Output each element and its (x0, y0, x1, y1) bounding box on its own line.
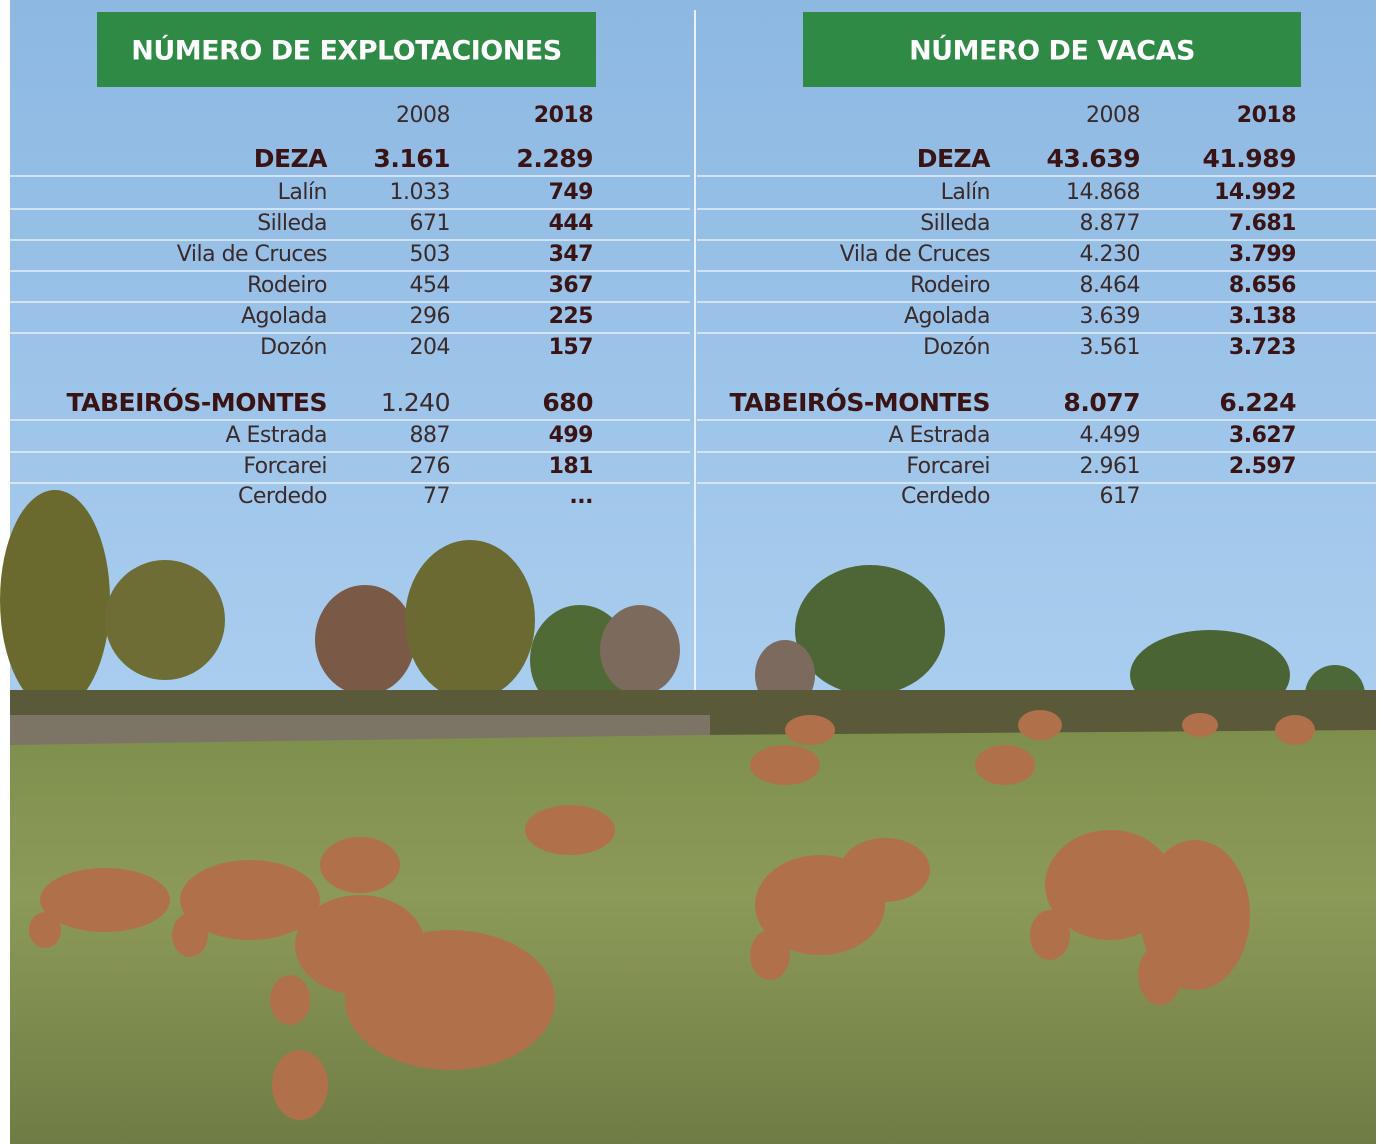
row-label: Cerdedo (901, 484, 990, 509)
cell-value: 3.799 (1229, 242, 1296, 267)
cell-value: 3.561 (1080, 335, 1140, 360)
row-label: A Estrada (225, 423, 327, 448)
table-title: NÚMERO DE EXPLOTACIONES (131, 35, 562, 67)
cell-value: 749 (549, 180, 593, 205)
column-header: 2008 (396, 103, 450, 128)
cell-value: 3.161 (373, 144, 450, 173)
cell-value: 887 (410, 423, 451, 448)
cell-value: 2.597 (1229, 454, 1296, 479)
cell-value: 617 (1100, 484, 1141, 509)
row-label: Silleda (257, 211, 327, 236)
cell-value: 4.499 (1080, 423, 1140, 448)
cell-value: 77 (423, 484, 450, 509)
row-label: Lalín (941, 180, 990, 205)
row-label: Dozón (260, 335, 327, 360)
cell-value: 444 (549, 211, 594, 236)
cell-value: 276 (410, 454, 451, 479)
cell-value: 1.033 (390, 180, 450, 205)
cell-value: 454 (410, 273, 451, 298)
cell-value: 14.868 (1066, 180, 1140, 205)
cell-value: 3.138 (1229, 304, 1296, 329)
cell-value: 8.077 (1063, 388, 1140, 417)
table-title: NÚMERO DE VACAS (909, 35, 1195, 67)
cell-value: 181 (549, 454, 593, 479)
row-label: TABEIRÓS-MONTES (730, 387, 990, 417)
tables: NÚMERO DE EXPLOTACIONES 2008 2018 DEZA 3.161… (0, 0, 1382, 1144)
row-label: Silleda (920, 211, 990, 236)
cell-value: 1.240 (381, 388, 450, 417)
cell-value: 7.681 (1229, 211, 1296, 236)
row-label: Lalín (278, 180, 327, 205)
cell-value: 2.961 (1080, 454, 1140, 479)
row-label: Vila de Cruces (177, 242, 327, 267)
cell-value: 680 (542, 388, 593, 417)
row-label: Forcarei (906, 454, 990, 479)
cell-value: 499 (549, 423, 593, 448)
cell-value: 8.656 (1229, 273, 1296, 298)
cell-value: 367 (549, 273, 593, 298)
cell-value: 3.639 (1080, 304, 1140, 329)
row-label: DEZA (917, 144, 991, 173)
row-label: DEZA (254, 144, 328, 173)
row-label: Agolada (241, 304, 327, 329)
cell-value: 6.224 (1219, 388, 1296, 417)
cell-value: 296 (410, 304, 451, 329)
cell-value: 43.639 (1047, 144, 1140, 173)
cell-value: ... (569, 484, 593, 509)
row-label: TABEIRÓS-MONTES (67, 387, 327, 417)
cell-value: 204 (410, 335, 451, 360)
cell-value: 671 (410, 211, 451, 236)
row-label: Cerdedo (238, 484, 327, 509)
cell-value: 3.627 (1229, 423, 1296, 448)
cell-value: 347 (549, 242, 593, 267)
infographic: NÚMERO DE EXPLOTACIONES 2008 2018 DEZA 3.161… (0, 0, 1382, 1144)
cell-value: 3.723 (1229, 335, 1296, 360)
cell-value: 4.230 (1080, 242, 1140, 267)
row-label: Vila de Cruces (840, 242, 990, 267)
cell-value: 503 (410, 242, 451, 267)
column-header: 2008 (1086, 103, 1140, 128)
cell-value: 8.877 (1080, 211, 1140, 236)
row-label: Rodeiro (910, 273, 990, 298)
cell-value: 225 (549, 304, 593, 329)
row-label: Agolada (904, 304, 990, 329)
column-header: 2018 (534, 103, 593, 128)
column-header: 2018 (1237, 103, 1296, 128)
row-label: Forcarei (243, 454, 327, 479)
row-label: Dozón (923, 335, 990, 360)
row-label: Rodeiro (247, 273, 327, 298)
cell-value: 2.289 (516, 144, 593, 173)
cell-value: 41.989 (1203, 144, 1296, 173)
row-label: A Estrada (888, 423, 990, 448)
cell-value: 157 (549, 335, 593, 360)
cell-value: 14.992 (1214, 180, 1296, 205)
cell-value: 8.464 (1080, 273, 1140, 298)
